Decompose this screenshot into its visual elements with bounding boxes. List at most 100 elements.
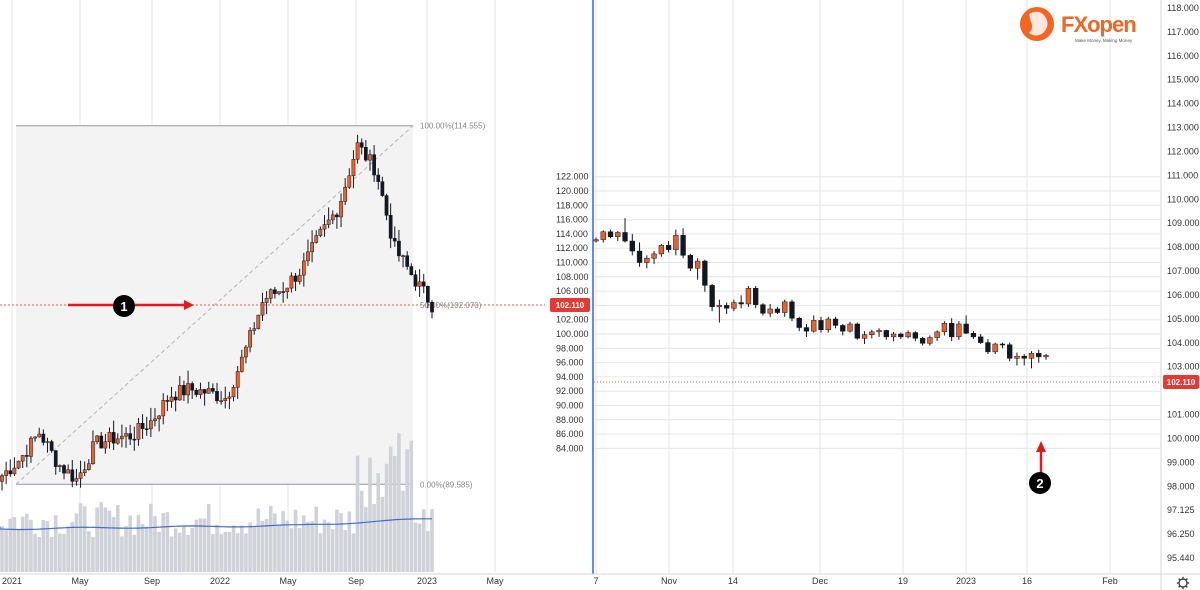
left-candle-body (62, 465, 66, 474)
left-candle-body (215, 391, 219, 402)
right-candle-body (811, 320, 817, 332)
left-x-tick-label: 2023 (417, 576, 437, 586)
left-candle-body (8, 470, 13, 475)
left-candle-body (161, 400, 166, 417)
volume-bar (277, 524, 281, 572)
left-candle-body (202, 389, 207, 394)
right-candle-body (912, 332, 919, 339)
right-candle-body (956, 323, 962, 338)
left-candle-body (107, 432, 112, 442)
right-candle-body (607, 231, 614, 238)
right-y-tick-label: 96.000 (556, 358, 584, 368)
volume-bar (74, 513, 79, 572)
left-candle-body (115, 438, 120, 444)
left-candle-body (417, 281, 422, 287)
left-candle-body (252, 328, 257, 331)
volume-bar (351, 533, 356, 572)
volume-bar (157, 531, 161, 572)
left-candle-body (95, 435, 99, 443)
volume-bar (372, 504, 376, 572)
outer-y-tick-label: 103.000 (1167, 362, 1200, 372)
left-candle-body (318, 228, 323, 236)
volume-bar (95, 507, 99, 572)
left-candle-body (136, 423, 141, 440)
volume-bar (177, 532, 182, 572)
right-candle-body (644, 257, 650, 263)
volume-bar (306, 521, 310, 572)
volume-bar (252, 526, 257, 572)
left-price-badge-text: 102.110 (556, 301, 585, 310)
right-candle-body (963, 323, 969, 334)
annotation-1-marker (113, 295, 135, 317)
volume-bar (190, 528, 194, 572)
left-candle-body (219, 400, 223, 402)
annotation-2-marker (1029, 472, 1051, 494)
volume-bar (310, 520, 314, 572)
left-candle-body (12, 467, 17, 475)
volume-bar (33, 533, 37, 572)
right-y-tick-label: 84.000 (556, 443, 584, 453)
left-candle-body (33, 436, 37, 439)
left-candle-body (310, 242, 314, 253)
volume-bar (376, 473, 381, 572)
right-candle-body (1014, 355, 1020, 359)
left-candle-body (330, 214, 335, 221)
right-y-tick-label: 114.000 (556, 229, 588, 239)
left-candles (0, 134, 434, 491)
volume-bar (58, 533, 62, 572)
annotation-2-arrowhead (1036, 441, 1046, 452)
volume-bar (368, 457, 372, 572)
right-candle-body (651, 253, 657, 259)
volume-bar (293, 509, 298, 572)
left-candle-body (392, 238, 397, 242)
right-candle-body (999, 343, 1006, 346)
right-candles (593, 218, 1160, 383)
outer-y-tick-label: 97.125 (1167, 505, 1195, 515)
left-candle-body (235, 371, 240, 388)
volume-bar (87, 531, 91, 572)
volume-bar (359, 490, 364, 572)
volume-bar (392, 456, 397, 572)
left-candle-body (409, 266, 414, 275)
volume-bars (0, 433, 434, 572)
right-candle-body (723, 305, 730, 309)
right-price-badge (1163, 375, 1199, 389)
volume-bar (198, 518, 203, 572)
right-y-tick-label: 116.000 (556, 215, 588, 225)
right-candle-body (854, 323, 860, 339)
volume-bar (335, 509, 339, 572)
left-candle-body (248, 330, 252, 348)
left-candle-body (256, 314, 261, 329)
right-candle-body (636, 250, 643, 263)
left-candle-body (223, 398, 228, 401)
volume-bar (388, 446, 393, 572)
volume-bar (413, 522, 418, 572)
left-candle-body (363, 147, 368, 161)
right-candle-body (716, 305, 723, 308)
outer-y-tick-label: 100.000 (1167, 433, 1200, 443)
left-candle-body (239, 356, 244, 372)
left-candle-body (78, 472, 83, 479)
volume-bar (405, 449, 409, 572)
volume-bar (20, 516, 25, 572)
right-candle-body (978, 336, 984, 343)
fib-level-label: 0.00%(89.585) (420, 480, 473, 489)
volume-bar (8, 518, 13, 572)
volume-bar (165, 512, 170, 572)
left-candle-body (45, 441, 50, 443)
left-candle-body (293, 275, 298, 282)
volume-bar (140, 524, 145, 572)
volume-bar (107, 510, 112, 572)
left-candle-body (260, 302, 265, 316)
left-candle-body (70, 469, 75, 482)
left-candle-body (388, 215, 393, 239)
volume-bar (256, 508, 261, 572)
volume-bar (202, 518, 207, 572)
volume-bar (260, 520, 265, 572)
volume-bar (144, 526, 149, 572)
right-x-tick-label: 16 (1022, 576, 1032, 586)
volume-bar (182, 525, 186, 572)
volume-bar (231, 525, 236, 572)
left-candle-body (58, 465, 62, 467)
left-candle-body (140, 423, 145, 429)
